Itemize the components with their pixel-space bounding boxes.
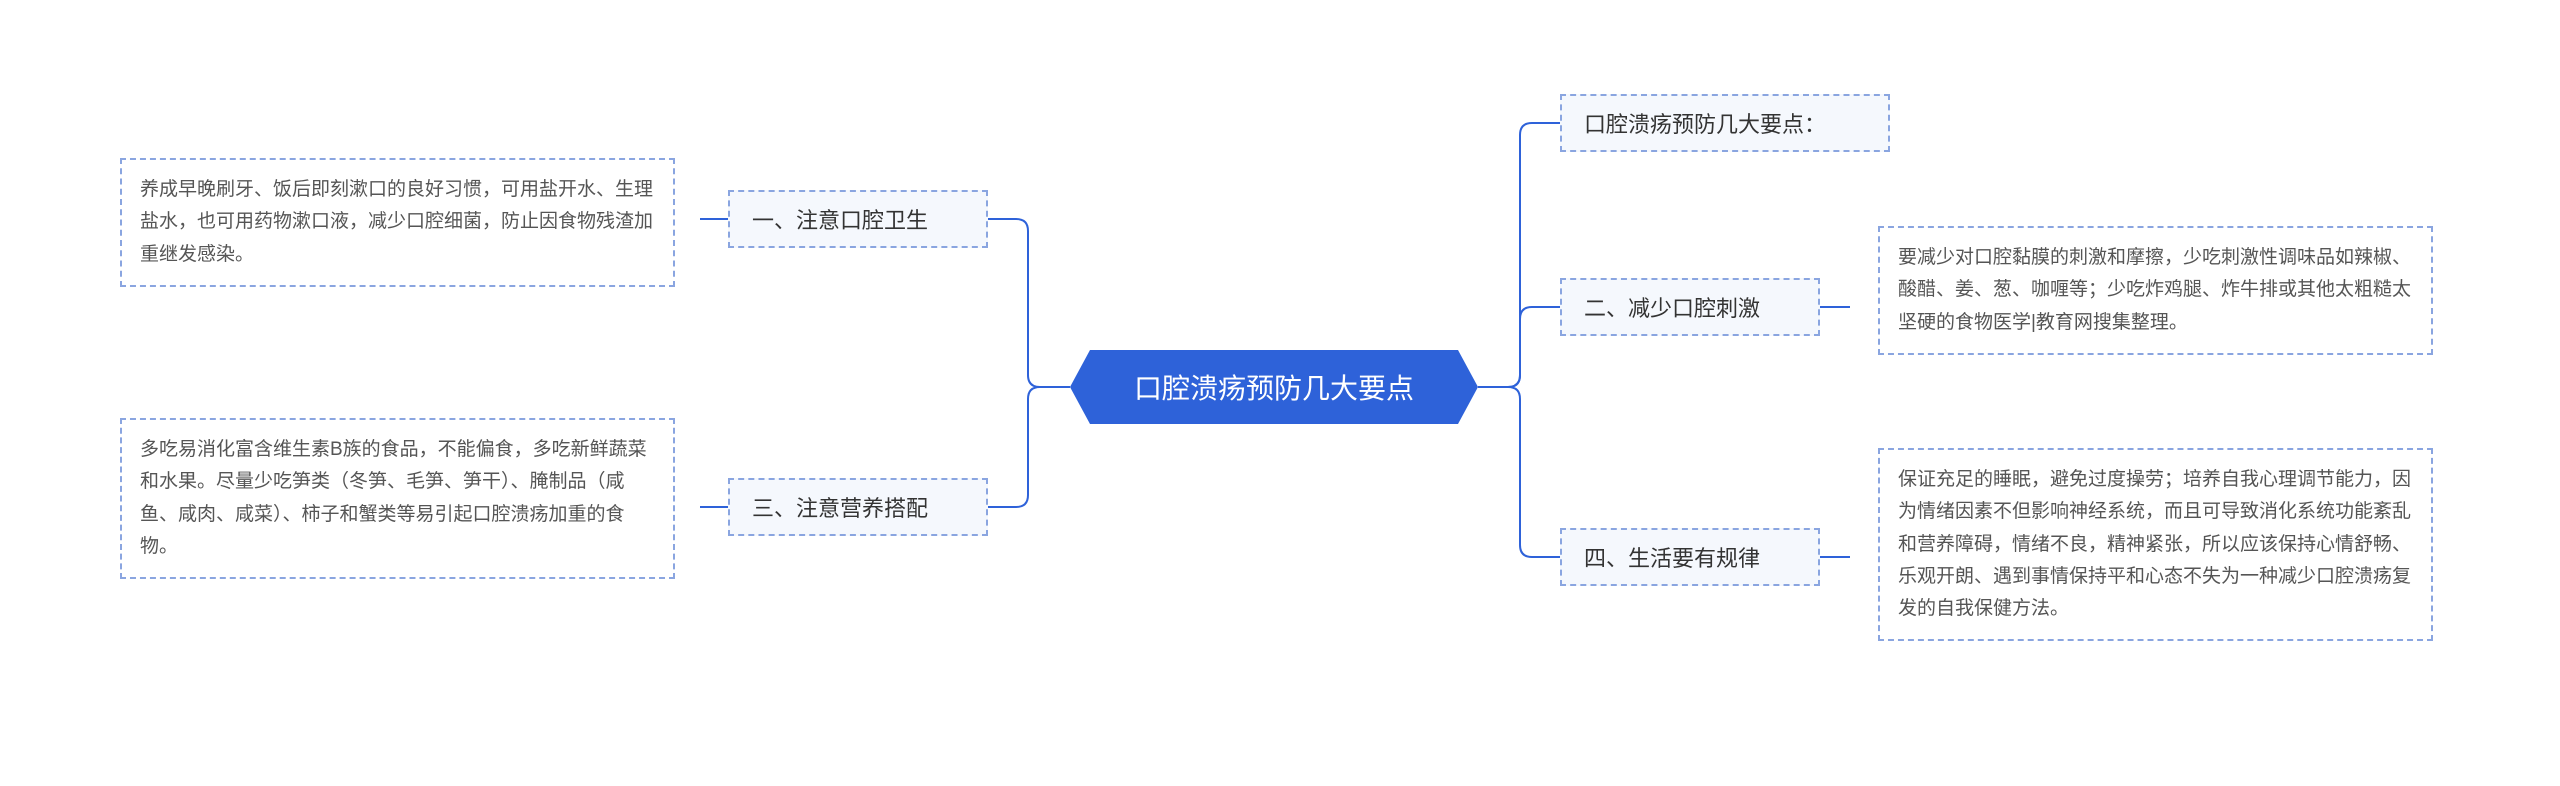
center-label: 口腔溃疡预防几大要点 (1134, 367, 1414, 407)
right-desc-2-text: 要减少对口腔黏膜的刺激和摩擦，少吃刺激性调味品如辣椒、酸醋、姜、葱、咖喱等；少吃… (1898, 247, 2411, 333)
right-desc-3: 保证充足的睡眠，避免过度操劳；培养自我心理调节能力，因为情绪因素不但影响神经系统… (1878, 448, 2433, 641)
center-node: 口腔溃疡预防几大要点 (1070, 350, 1478, 424)
left-desc-1-text: 养成早晚刷牙、饭后即刻漱口的良好习惯，可用盐开水、生理盐水，也可用药物漱口液，减… (140, 179, 653, 265)
right-title-1-label: 口腔溃疡预防几大要点： (1584, 107, 1826, 139)
left-desc-2: 多吃易消化富含维生素B族的食品，不能偏食，多吃新鲜蔬菜和水果。尽量少吃笋类（冬笋… (120, 418, 675, 579)
right-desc-2: 要减少对口腔黏膜的刺激和摩擦，少吃刺激性调味品如辣椒、酸醋、姜、葱、咖喱等；少吃… (1878, 226, 2433, 355)
right-desc-3-text: 保证充足的睡眠，避免过度操劳；培养自我心理调节能力，因为情绪因素不但影响神经系统… (1898, 469, 2411, 619)
left-title-1-label: 一、注意口腔卫生 (752, 203, 928, 235)
right-title-3: 四、生活要有规律 (1560, 528, 1820, 586)
left-desc-2-text: 多吃易消化富含维生素B族的食品，不能偏食，多吃新鲜蔬菜和水果。尽量少吃笋类（冬笋… (140, 439, 647, 557)
left-title-2: 三、注意营养搭配 (728, 478, 988, 536)
right-title-2-label: 二、减少口腔刺激 (1584, 291, 1760, 323)
left-title-1: 一、注意口腔卫生 (728, 190, 988, 248)
right-title-3-label: 四、生活要有规律 (1584, 541, 1760, 573)
left-title-2-label: 三、注意营养搭配 (752, 491, 928, 523)
right-title-2: 二、减少口腔刺激 (1560, 278, 1820, 336)
right-title-1: 口腔溃疡预防几大要点： (1560, 94, 1890, 152)
left-desc-1: 养成早晚刷牙、饭后即刻漱口的良好习惯，可用盐开水、生理盐水，也可用药物漱口液，减… (120, 158, 675, 287)
